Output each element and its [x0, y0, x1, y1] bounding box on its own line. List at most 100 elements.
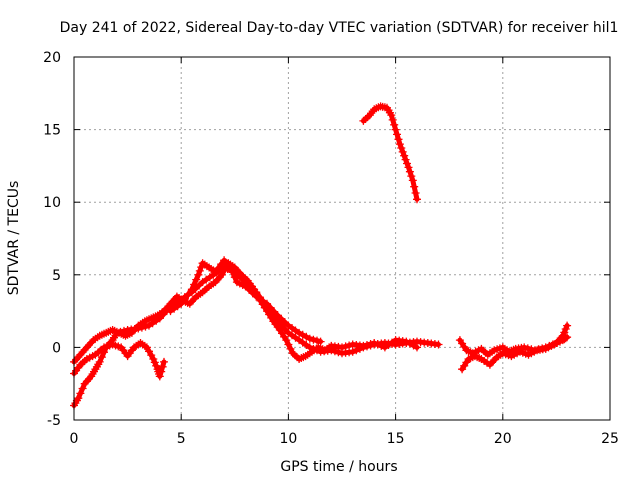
y-tick-label: 5	[52, 268, 61, 284]
y-tick-label: 0	[52, 340, 61, 356]
data-point	[434, 340, 443, 349]
x-tick-label: 25	[601, 431, 619, 447]
data-point	[180, 295, 189, 303]
y-tick-label: 15	[43, 123, 61, 139]
data-point	[388, 115, 397, 124]
data-point	[190, 280, 199, 289]
data-point	[295, 328, 304, 337]
data-point	[158, 362, 167, 371]
data-point	[413, 195, 421, 204]
data-point	[391, 125, 400, 134]
chart-title: Day 241 of 2022, Sidereal Day-to-day VTE…	[60, 20, 619, 36]
data-point	[266, 303, 275, 312]
data-point	[241, 282, 250, 291]
y-tick-label: 20	[43, 50, 61, 66]
data-point	[95, 357, 104, 366]
data-point	[150, 358, 159, 367]
data-point	[192, 275, 201, 284]
data-point	[184, 290, 193, 299]
data-point	[270, 307, 279, 316]
data-point	[408, 176, 417, 185]
series-segment-7	[458, 333, 572, 374]
data-point	[228, 268, 237, 277]
data-point	[157, 367, 166, 376]
y-tick-label: -5	[47, 413, 61, 429]
data-point	[302, 332, 311, 341]
data-point	[394, 135, 403, 144]
data-point	[74, 394, 83, 403]
data-point	[563, 321, 572, 330]
data-point	[395, 140, 404, 149]
data-point	[373, 340, 382, 349]
data-point	[248, 289, 257, 298]
data-point	[561, 334, 570, 343]
data-point	[76, 389, 85, 398]
x-tick-label: 0	[70, 431, 79, 447]
data-point	[280, 325, 289, 333]
data-point	[397, 144, 406, 152]
series-segment-4	[166, 256, 325, 346]
series-segment-5	[359, 102, 421, 204]
x-tick-label: 10	[279, 431, 297, 447]
data-point	[282, 336, 291, 345]
data-point	[155, 372, 164, 381]
data-point	[523, 344, 532, 353]
data-point	[400, 151, 409, 160]
data-point	[348, 347, 357, 356]
data-point	[405, 167, 414, 176]
data-point	[387, 111, 396, 120]
data-point	[561, 325, 570, 333]
data-point	[563, 333, 572, 342]
x-tick-label: 20	[494, 431, 512, 447]
data-point	[403, 159, 411, 168]
data-point	[226, 263, 235, 272]
data-point	[401, 155, 410, 164]
data-point	[298, 330, 307, 339]
data-point	[345, 341, 354, 350]
data-point	[305, 334, 314, 343]
data-point	[195, 266, 204, 275]
data-point	[520, 343, 529, 352]
data-point	[194, 270, 203, 279]
series-band	[168, 257, 324, 345]
data-point	[245, 285, 254, 294]
data-point	[309, 335, 318, 344]
data-point	[560, 328, 569, 337]
data-point	[393, 130, 401, 139]
data-point	[286, 344, 295, 353]
grid-layer	[74, 57, 610, 420]
data-point	[313, 336, 321, 345]
ticks-layer: 0 5 10 15 20 25 -5 0 5 10 15 20	[43, 50, 619, 447]
traces-layer	[70, 102, 572, 410]
data-point	[277, 314, 286, 323]
data-point	[398, 147, 407, 156]
data-point	[390, 120, 399, 129]
data-point	[177, 299, 186, 308]
data-point	[410, 182, 419, 191]
data-point	[230, 273, 239, 282]
data-point	[407, 172, 416, 181]
series-band	[360, 103, 420, 202]
data-point	[370, 339, 379, 347]
y-tick-label: 10	[43, 195, 61, 211]
x-tick-label: 5	[177, 431, 186, 447]
data-point	[78, 384, 87, 393]
data-point	[263, 299, 271, 308]
data-point	[338, 343, 346, 352]
data-point	[413, 343, 421, 352]
data-point	[363, 341, 371, 349]
data-point	[160, 357, 168, 366]
series-segment-3	[70, 339, 168, 381]
x-axis-title: GPS time / hours	[280, 459, 397, 475]
data-point	[409, 341, 418, 350]
data-point	[359, 341, 368, 350]
data-point	[149, 355, 158, 363]
data-point	[284, 340, 293, 349]
data-point	[316, 337, 325, 346]
data-point	[377, 341, 386, 350]
plot-frame	[73, 56, 611, 421]
data-point	[341, 342, 350, 351]
x-tick-label: 15	[387, 431, 405, 447]
data-point	[402, 337, 411, 346]
y-axis-title: SDTVAR / TECUs	[6, 181, 22, 296]
